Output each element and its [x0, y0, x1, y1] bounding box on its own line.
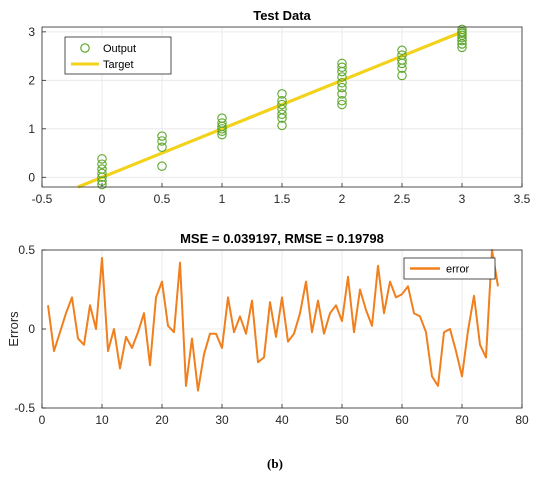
x-tick-label: 70 [455, 413, 469, 427]
x-tick-label: 2 [339, 192, 346, 206]
errors-chart: 0 10 20 30 40 50 60 70 80 -0.5 0 0.5 MSE = 0.03919… [6, 231, 529, 427]
x-tick-label: 1.5 [274, 192, 291, 206]
error-series-line [47, 249, 499, 392]
test-data-y-ticks: 0 1 2 3 [28, 25, 46, 184]
errors-legend: error [403, 257, 496, 280]
x-tick-label: 0.5 [154, 192, 171, 206]
figure-caption: (b) [267, 456, 283, 471]
x-tick-label: 3.5 [514, 192, 531, 206]
output-point [277, 120, 287, 131]
errors-title: MSE = 0.039197, RMSE = 0.19798 [180, 231, 384, 246]
y-tick-label: -0.5 [14, 401, 35, 415]
errors-y-axis-label: Errors [6, 311, 21, 347]
x-tick-label: 80 [515, 413, 529, 427]
output-point [337, 62, 347, 72]
errors-y-ticks: -0.5 0 0.5 [14, 243, 46, 415]
x-tick-label: 2.5 [394, 192, 411, 206]
test-data-x-ticks: -0.5 0 0.5 1 1.5 2 2.5 3 3.5 [32, 183, 531, 206]
output-point [277, 89, 287, 99]
y-tick-label: 2 [28, 73, 35, 87]
output-point [457, 27, 467, 37]
x-tick-label: 60 [395, 413, 409, 427]
output-point [457, 24, 467, 35]
output-point [157, 142, 167, 152]
x-tick-label: 0 [99, 192, 106, 206]
x-tick-label: 20 [155, 413, 169, 427]
test-data-chart: -0.5 0 0.5 1 1.5 2 2.5 3 3.5 0 1 2 3 Test Data Outp… [28, 8, 530, 206]
output-point [157, 136, 167, 146]
output-point [337, 72, 347, 82]
x-tick-label: 3 [459, 192, 466, 206]
errors-legend-box [403, 257, 496, 280]
output-point [337, 58, 347, 69]
output-point [277, 95, 287, 106]
y-tick-label: 0 [28, 170, 35, 184]
output-point [97, 154, 107, 164]
output-point [157, 131, 167, 141]
output-points [97, 24, 467, 190]
errors-x-ticks: 0 10 20 30 40 50 60 70 80 [39, 404, 529, 427]
x-tick-label: 1 [219, 192, 226, 206]
x-tick-label: 40 [275, 413, 289, 427]
y-tick-label: 0 [28, 322, 35, 336]
output-point [217, 118, 227, 128]
x-tick-label: 10 [95, 413, 109, 427]
output-point [397, 50, 407, 60]
output-point [397, 70, 407, 81]
legend-target-label: Target [103, 59, 134, 71]
y-tick-label: 3 [28, 25, 35, 39]
output-point [97, 168, 107, 179]
test-data-title: Test Data [253, 8, 311, 23]
y-tick-label: 0.5 [18, 243, 35, 257]
output-point [337, 78, 347, 88]
output-point [457, 42, 467, 53]
output-point [217, 124, 227, 134]
output-point [277, 99, 287, 110]
test-data-legend-box [64, 36, 172, 75]
legend-output-label: Output [103, 43, 136, 55]
output-point [337, 99, 347, 110]
output-point [397, 45, 407, 56]
test-data-legend: Output Target [64, 36, 172, 75]
output-point [97, 179, 107, 190]
legend-error-label: error [446, 264, 470, 276]
output-point [397, 55, 407, 65]
legend-output-marker [80, 43, 90, 53]
x-tick-label: 30 [215, 413, 229, 427]
output-point [157, 161, 167, 171]
x-tick-label: -0.5 [32, 192, 53, 206]
output-point [97, 159, 107, 169]
y-tick-label: 1 [28, 122, 35, 136]
x-tick-label: 50 [335, 413, 349, 427]
output-point [337, 89, 347, 99]
output-point [337, 82, 347, 93]
output-point [337, 95, 347, 106]
output-point [217, 113, 227, 123]
output-point [97, 164, 107, 174]
output-point [277, 109, 287, 120]
x-tick-label: 0 [39, 413, 46, 427]
